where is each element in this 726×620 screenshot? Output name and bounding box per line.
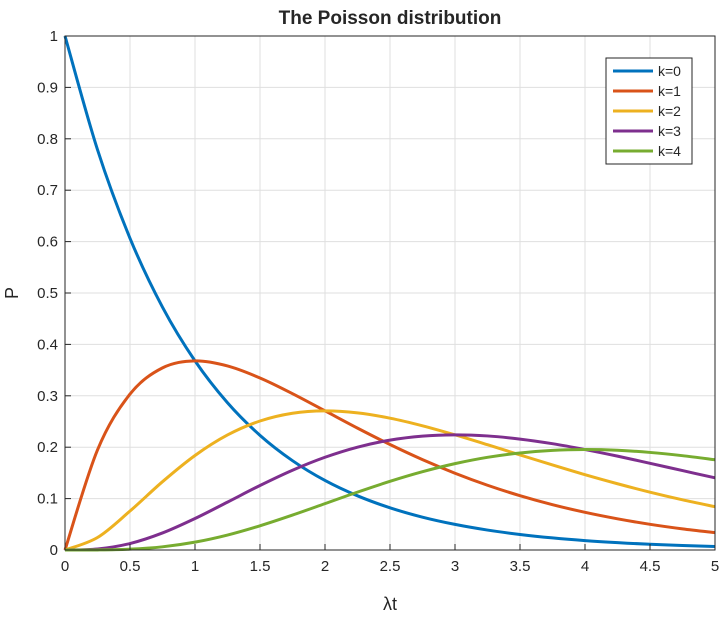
x-tick-label: 0 [61, 558, 69, 575]
legend-label: k=2 [658, 103, 681, 119]
legend-label: k=3 [658, 123, 681, 139]
legend-label: k=0 [658, 63, 681, 79]
y-tick-label: 0.4 [37, 336, 58, 353]
legend: k=0 k=1 k=2 k=3 k=4 [605, 57, 693, 165]
y-tick-label: 0.2 [37, 439, 58, 456]
x-tick-label: 1 [191, 558, 199, 575]
chart-title: The Poisson distribution [279, 8, 502, 29]
series-lines [63, 35, 716, 552]
y-tick-label: 0.1 [37, 491, 58, 508]
x-tick-label: 2 [321, 558, 329, 575]
x-tick-label: 2.5 [380, 558, 401, 575]
y-tick-label: 0.8 [37, 131, 58, 148]
x-tick-label: 4.5 [640, 558, 661, 575]
y-axis-label: P [2, 287, 22, 299]
series-line-k0 [63, 35, 716, 549]
y-tick-label: 0.5 [37, 285, 58, 302]
x-axis-label: λt [383, 594, 397, 614]
y-tick-label: 0.3 [37, 388, 58, 405]
y-tick-label: 0 [50, 542, 58, 559]
ticks: 0 0.5 1 1.5 2 2.5 3 3.5 4 4.5 5 0 0.1 0.2 0.3 0.4 0.5 0.6… [37, 28, 719, 575]
y-tick-label: 0.7 [37, 182, 58, 199]
x-tick-label: 0.5 [120, 558, 141, 575]
y-tick-label: 0.6 [37, 234, 58, 251]
legend-label: k=1 [658, 83, 681, 99]
series-line-k3 [64, 433, 716, 552]
x-tick-label: 5 [711, 558, 719, 575]
series-line-k2 [64, 409, 716, 552]
legend-label: k=4 [658, 143, 681, 159]
x-tick-label: 4 [581, 558, 589, 575]
x-tick-label: 3 [451, 558, 459, 575]
y-tick-label: 1 [50, 28, 58, 45]
series-line-k1 [63, 359, 716, 551]
x-tick-label: 3.5 [510, 558, 531, 575]
x-tick-label: 1.5 [250, 558, 271, 575]
y-tick-label: 0.9 [37, 79, 58, 96]
series-line-k4 [64, 448, 716, 552]
